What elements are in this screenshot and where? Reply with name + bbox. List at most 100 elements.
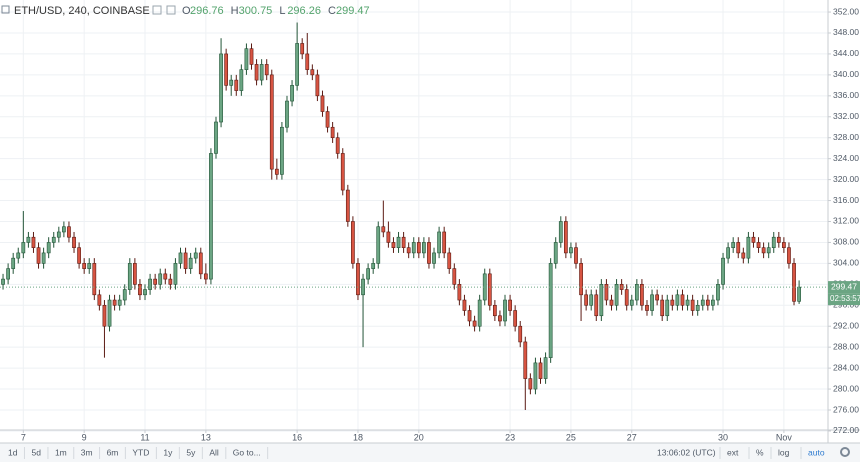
candle-body	[122, 289, 127, 301]
candle-body	[133, 263, 137, 285]
settings-icon[interactable]	[152, 5, 162, 15]
option-button[interactable]: %	[756, 447, 764, 457]
y-tick-label: 304.00	[833, 258, 859, 268]
range-button[interactable]: Go to...	[233, 447, 261, 457]
y-tick-label: 328.00	[833, 132, 859, 142]
candle-body	[604, 284, 609, 301]
compare-icon[interactable]	[166, 5, 176, 15]
utc-clock: 13:06:02 (UTC)	[657, 447, 716, 457]
candle-body	[771, 236, 776, 248]
option-button[interactable]: log	[778, 447, 790, 457]
candle-body	[624, 289, 629, 306]
option-button[interactable]: auto	[808, 447, 825, 457]
candle-body	[675, 294, 680, 306]
candle-body	[792, 263, 796, 302]
option-button[interactable]: ext	[727, 447, 739, 457]
x-tick-label: 20	[414, 432, 424, 442]
candle-body	[756, 242, 761, 248]
range-button[interactable]: 1m	[55, 447, 67, 457]
x-tick-label: 13	[201, 432, 211, 442]
candle-body	[660, 299, 665, 317]
candle-body	[782, 242, 786, 248]
candle-body	[650, 294, 654, 311]
candle-body	[285, 100, 289, 128]
candle-body	[711, 299, 715, 306]
candle-body	[442, 231, 447, 254]
candle-body	[700, 299, 705, 306]
candle-body	[168, 278, 173, 285]
candle-body	[82, 263, 87, 269]
candle-body	[548, 263, 553, 358]
candle-body	[36, 247, 41, 264]
range-button[interactable]: 6m	[107, 447, 119, 457]
candle-body	[62, 226, 66, 233]
candle-body	[117, 299, 122, 306]
x-tick-label: 9	[82, 432, 87, 442]
ohlc-value: 299.47	[336, 5, 370, 17]
candle-body	[97, 294, 102, 306]
candle-body	[411, 242, 416, 254]
range-button[interactable]: 1y	[163, 447, 173, 457]
y-tick-label: 312.00	[833, 216, 859, 226]
y-tick-label: 284.00	[833, 362, 859, 372]
candle-body	[376, 226, 381, 264]
candle-body	[437, 231, 441, 254]
range-button[interactable]: YTD	[132, 447, 149, 457]
range-button[interactable]: 5d	[31, 447, 41, 457]
candle-body	[26, 236, 31, 243]
ohlc-value: 300.75	[239, 5, 273, 17]
collapse-icon[interactable]	[1, 5, 10, 14]
x-tick-label: 18	[353, 432, 363, 442]
candle-body	[244, 48, 249, 70]
ohlc-key: C	[328, 5, 336, 17]
last-price-label: 299.47	[831, 281, 857, 291]
y-tick-label: 348.00	[833, 27, 859, 37]
candle-body	[229, 79, 234, 86]
range-button[interactable]: 5y	[186, 447, 196, 457]
candle-body	[315, 74, 320, 97]
candle-body	[325, 111, 330, 128]
gear-icon[interactable]	[840, 447, 850, 457]
candle-body	[148, 278, 152, 290]
y-tick-label: 276.00	[833, 404, 859, 414]
candle-body	[280, 126, 284, 175]
y-tick-label: 344.00	[833, 48, 859, 58]
candle-body	[72, 236, 76, 248]
countdown-label: 02:53:57	[830, 294, 860, 303]
y-tick-label: 288.00	[833, 341, 859, 351]
candle-body	[239, 69, 244, 91]
candle-body	[295, 43, 299, 86]
ohlc-key: L	[279, 5, 285, 17]
candle-body	[335, 137, 340, 154]
candle-body	[300, 43, 305, 55]
range-button[interactable]: All	[209, 447, 219, 457]
candle-body	[87, 263, 92, 269]
candle-body	[680, 294, 685, 306]
x-tick-label: Nov	[776, 432, 793, 442]
candle-body	[467, 310, 472, 322]
last-price-badge	[828, 281, 860, 294]
x-tick-label: 11	[140, 432, 149, 442]
candle-body	[305, 53, 310, 70]
candle-body	[776, 236, 781, 243]
candle-body	[138, 284, 142, 296]
candle-body	[690, 299, 695, 311]
candle-body	[452, 268, 457, 285]
candle-body	[518, 325, 523, 343]
candle-body	[705, 299, 710, 306]
candle-body	[665, 299, 670, 317]
candle-body	[173, 263, 178, 285]
range-button[interactable]: 3m	[81, 447, 93, 457]
candle-body	[102, 304, 107, 327]
candle-body	[112, 299, 117, 306]
candle-body	[487, 273, 492, 306]
candle-body	[396, 236, 401, 248]
candle-body	[416, 242, 421, 254]
candle-body	[77, 247, 81, 264]
range-button[interactable]: 1d	[8, 447, 18, 457]
candle-body	[92, 263, 97, 296]
candle-body	[761, 247, 766, 254]
x-tick-label: 27	[627, 432, 637, 442]
